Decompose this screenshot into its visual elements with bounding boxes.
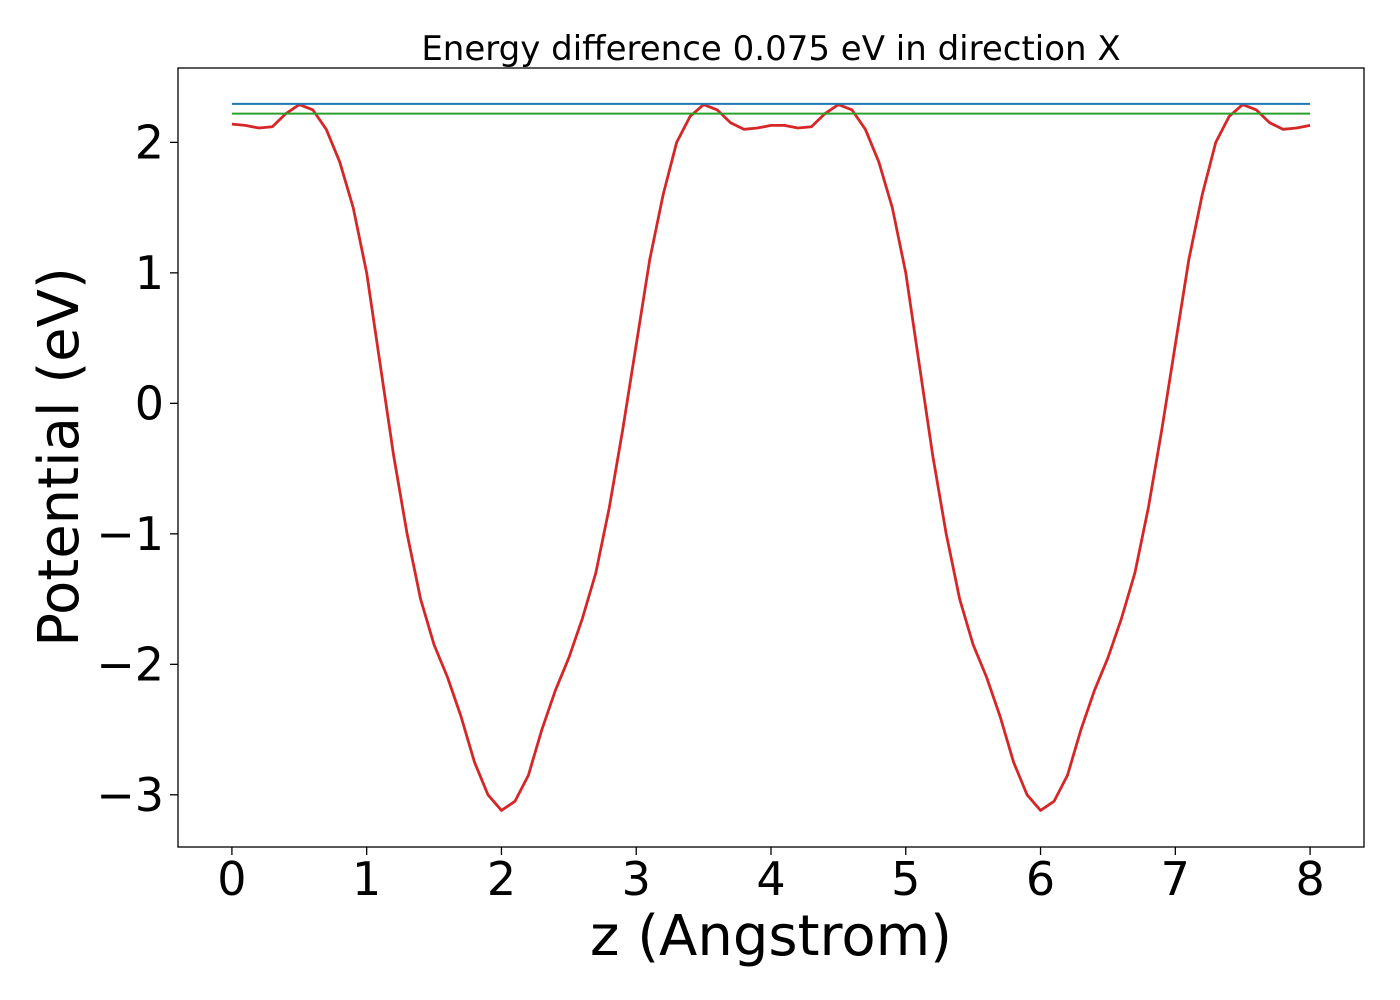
chart-title: Energy difference 0.075 eV in direction … — [421, 29, 1120, 69]
x-tick-label: 7 — [1161, 852, 1190, 906]
y-axis-label: Potential (eV) — [27, 267, 92, 647]
potential-curve-line — [231, 103, 1311, 812]
plot-frame — [177, 67, 1365, 848]
y-tick-label: −1 — [96, 507, 164, 561]
x-axis-label: z (Angstrom) — [590, 904, 952, 969]
y-tick-label: 1 — [135, 246, 164, 300]
x-tick-label: 2 — [487, 852, 516, 906]
x-tick-label: 6 — [1026, 852, 1055, 906]
y-tick-label: −3 — [96, 768, 164, 822]
x-tick-label: 3 — [622, 852, 651, 906]
ticks-layer: 0 1 2 3 4 5 6 7 8 −3 −2 −1 0 1 2 — [96, 115, 1325, 906]
y-tick-label: 0 — [135, 376, 164, 430]
series-layer — [231, 102, 1311, 812]
x-tick-label: 8 — [1295, 852, 1324, 906]
x-tick-label: 5 — [891, 852, 920, 906]
x-tick-label: 0 — [217, 852, 246, 906]
x-tick-label: 4 — [756, 852, 785, 906]
y-tick-label: −2 — [96, 637, 164, 691]
x-tick-label: 1 — [352, 852, 381, 906]
y-tick-label: 2 — [135, 115, 164, 169]
